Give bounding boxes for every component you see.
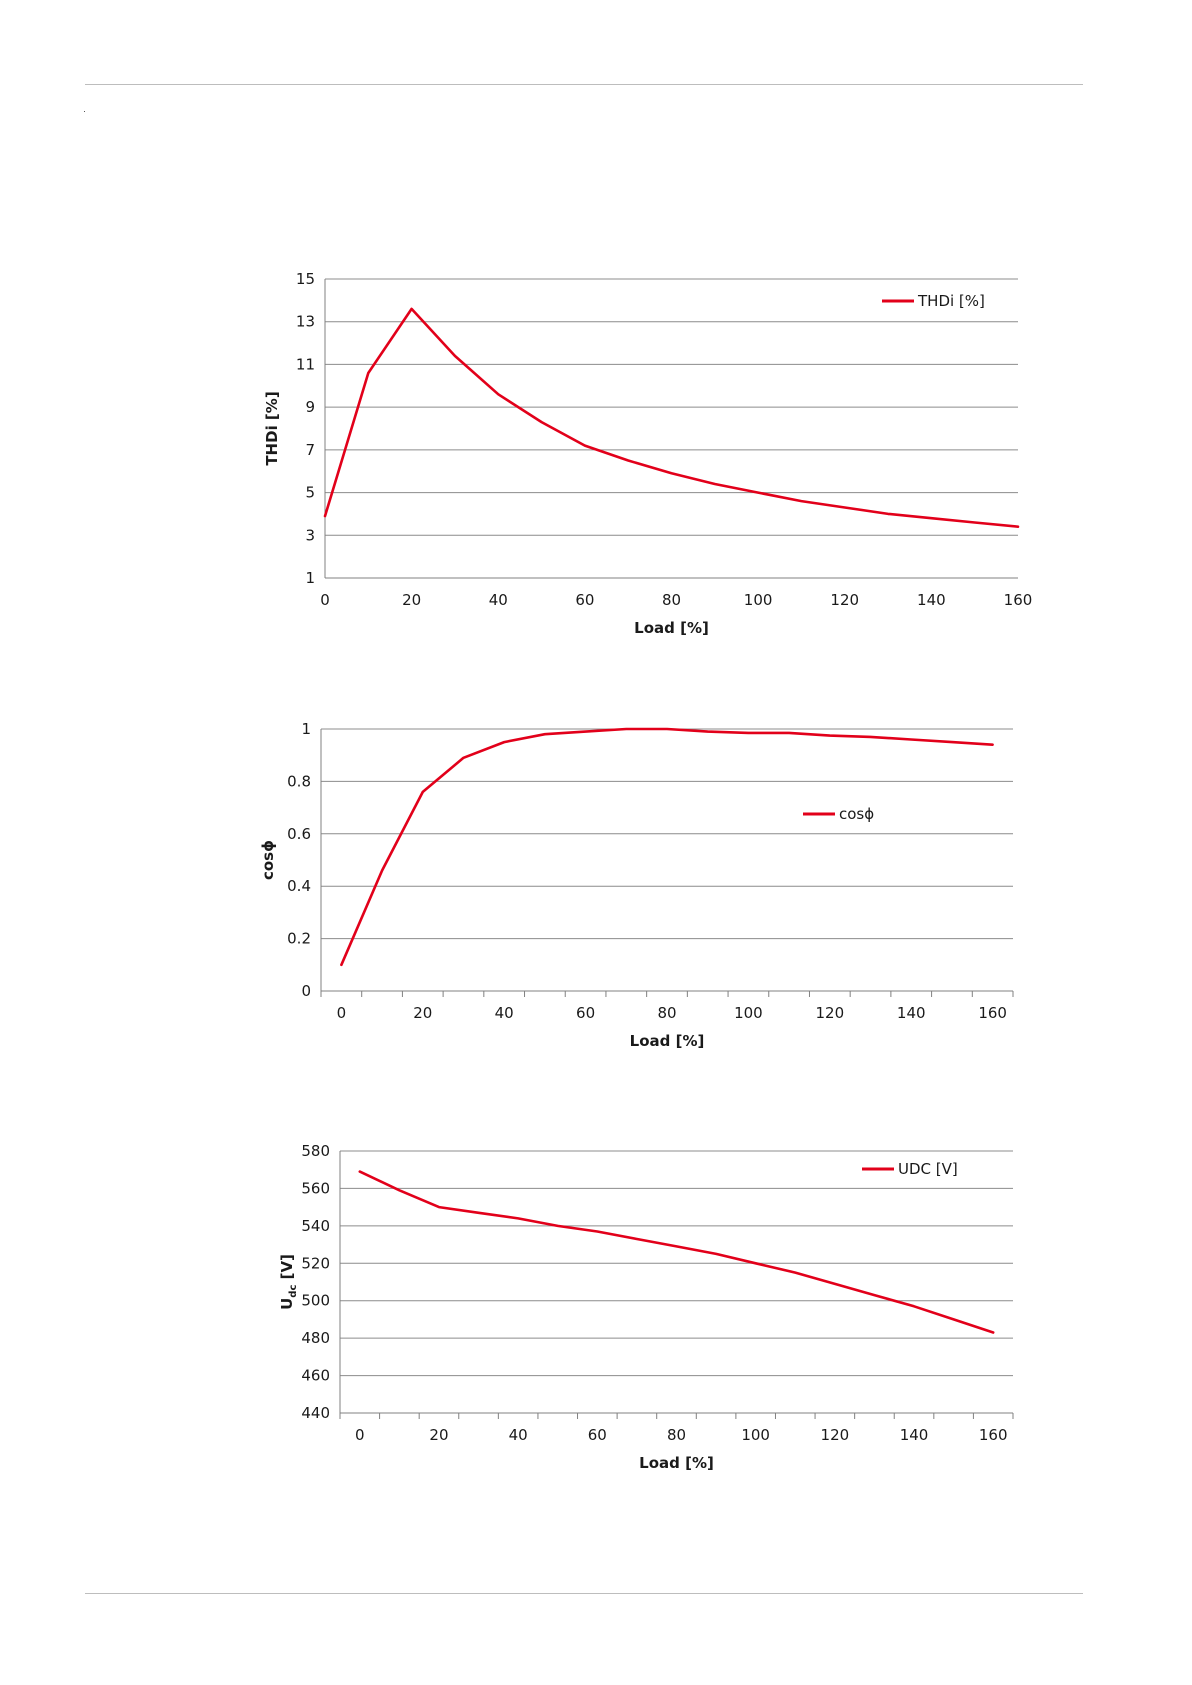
y-tick-label: 1 [305, 569, 315, 587]
x-tick-label: 40 [495, 1004, 514, 1022]
x-tick-label: 120 [816, 1004, 845, 1022]
series-line [358, 1170, 995, 1334]
x-tick-label: 160 [1004, 591, 1033, 609]
y-tick-label: 13 [296, 313, 315, 331]
y-tick-label: 480 [301, 1329, 330, 1347]
y-tick-label: 0 [301, 982, 311, 1000]
x-tick-label: 140 [897, 1004, 926, 1022]
x-tick-label: 20 [413, 1004, 432, 1022]
x-tick-label: 40 [489, 591, 508, 609]
footer-rule [85, 1593, 1083, 1594]
x-tick-label: 100 [734, 1004, 763, 1022]
x-tick-label: 160 [979, 1426, 1008, 1444]
header-mark [84, 111, 85, 112]
udc-chart: 440 460 480 500 520 540 560 580 0 20 40 60 80 100 120 1… [278, 1142, 1014, 1472]
legend-label: cosϕ [839, 805, 874, 823]
y-tick-label: 0.2 [287, 930, 311, 948]
y-tick-label: 500 [301, 1292, 330, 1310]
y-tick-label: 9 [305, 398, 315, 416]
x-tick-label: 80 [662, 591, 681, 609]
x-tick-label: 100 [744, 591, 773, 609]
x-tick-label: 120 [821, 1426, 850, 1444]
x-tick-label: 0 [355, 1426, 365, 1444]
y-tick-label: 580 [301, 1142, 330, 1160]
x-tick-label: 20 [402, 591, 421, 609]
legend-label: THDi [%] [917, 292, 985, 310]
y-tick-label: 15 [296, 270, 315, 288]
series-line [323, 307, 1020, 529]
series-line [340, 727, 994, 967]
y-tick-label: 460 [301, 1367, 330, 1385]
x-tick-label: 0 [337, 1004, 347, 1022]
x-tick-label: 40 [509, 1426, 528, 1444]
y-tick-label: 5 [305, 484, 315, 502]
y-tick-label: 440 [301, 1404, 330, 1422]
legend-label: UDC [V] [898, 1160, 958, 1178]
y-tick-label: 3 [305, 526, 315, 544]
y-tick-label: 520 [301, 1254, 330, 1272]
x-tick-label: 20 [429, 1426, 448, 1444]
y-tick-label: 7 [305, 441, 315, 459]
y-tick-label: 540 [301, 1217, 330, 1235]
x-tick-label: 0 [320, 591, 330, 609]
x-axis-title: Load [%] [630, 1032, 705, 1050]
y-tick-label: 11 [296, 355, 315, 373]
y-tick-label: 0.4 [287, 877, 311, 895]
x-tick-label: 120 [830, 591, 859, 609]
y-tick-label: 560 [301, 1179, 330, 1197]
cosphi-chart: 0 0.2 0.4 0.6 0.8 1 0 20 40 60 80 100 120 140 160 Load … [259, 720, 1014, 1050]
y-axis-title: cosϕ [259, 840, 277, 880]
y-axis-title: Udc [V] [278, 1254, 299, 1310]
x-tick-label: 140 [900, 1426, 929, 1444]
x-tick-label: 140 [917, 591, 946, 609]
x-tick-label: 60 [575, 591, 594, 609]
y-tick-label: 0.6 [287, 825, 311, 843]
y-tick-label: 0.8 [287, 772, 311, 790]
y-tick-label: 1 [301, 720, 311, 738]
x-tick-label: 100 [741, 1426, 770, 1444]
x-tick-label: 80 [667, 1426, 686, 1444]
header-rule [85, 84, 1083, 85]
x-tick-label: 160 [978, 1004, 1007, 1022]
x-tick-label: 80 [657, 1004, 676, 1022]
y-axis-title: THDi [%] [263, 391, 281, 465]
x-axis-title: Load [%] [639, 1454, 714, 1472]
x-tick-label: 60 [576, 1004, 595, 1022]
x-axis-title: Load [%] [634, 619, 709, 637]
x-tick-label: 60 [588, 1426, 607, 1444]
